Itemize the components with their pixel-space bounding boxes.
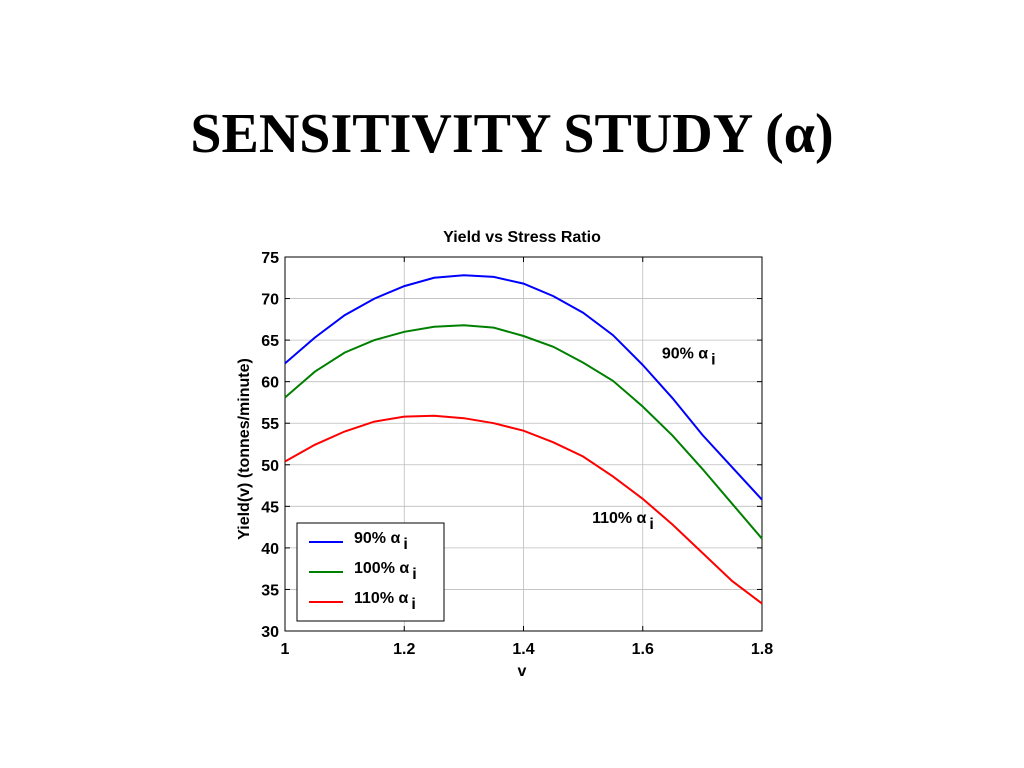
y-tick-label: 55	[261, 416, 279, 433]
series-line-1	[284, 274, 763, 501]
x-tick-label: 1	[281, 641, 290, 658]
y-tick-label: 45	[261, 499, 279, 516]
y-axis-label: Yield(v) (tonnes/minute)	[236, 358, 253, 540]
x-axis-label: v	[518, 663, 527, 680]
series-line-2	[284, 324, 763, 540]
slide-title: SENSITIVITY STUDY (α)	[190, 103, 834, 165]
y-tick-label: 70	[261, 292, 279, 309]
y-tick-label: 60	[261, 375, 279, 392]
series-lines	[284, 274, 763, 605]
grid-lines	[285, 257, 762, 631]
x-tick-label: 1.4	[512, 641, 534, 658]
y-tick-label: 65	[261, 333, 279, 350]
y-tick-label: 75	[261, 250, 279, 267]
y-tick-label: 50	[261, 458, 279, 475]
chart-title: Yield vs Stress Ratio	[443, 229, 601, 246]
axis-ticks: 1 1.2 1.4 1.6 1.8 30 35 40 45 50 55 60 65 70 75	[261, 250, 773, 658]
x-tick-label: 1.6	[632, 641, 654, 658]
y-tick-label: 30	[261, 624, 279, 641]
x-tick-label: 1.8	[751, 641, 773, 658]
y-tick-label: 35	[261, 582, 279, 599]
x-tick-label: 1.2	[393, 641, 415, 658]
y-tick-label: 40	[261, 541, 279, 558]
series-line-3	[284, 414, 763, 605]
